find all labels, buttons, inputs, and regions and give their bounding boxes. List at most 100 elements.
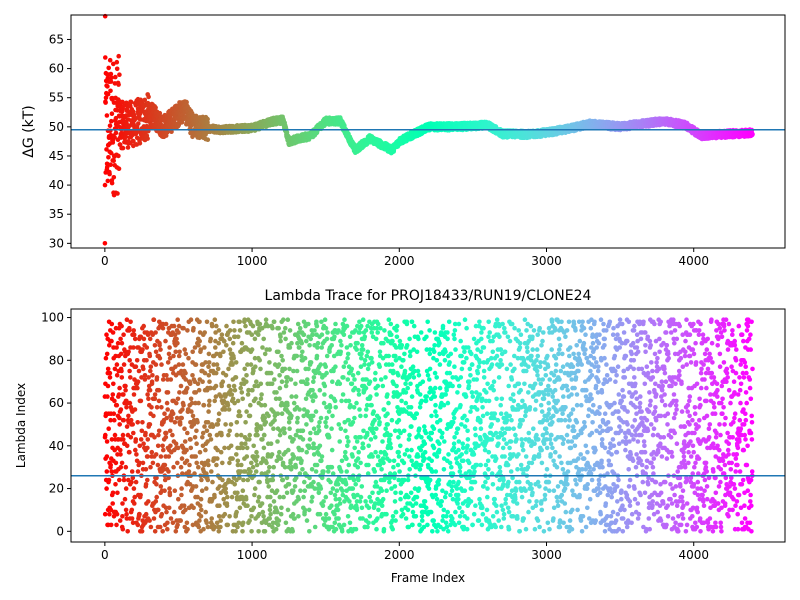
lambda-point: [156, 387, 162, 393]
dg-x-tick-label: 3000: [531, 254, 562, 268]
lambda-point: [167, 428, 173, 434]
lambda-point: [149, 405, 154, 410]
lambda-point: [127, 358, 132, 363]
lambda-point: [143, 511, 149, 517]
lambda-points: [102, 317, 755, 534]
dg-y-tick-label: 55: [49, 91, 64, 105]
lambda-point: [110, 392, 116, 397]
lambda-point: [174, 336, 179, 342]
dg-point: [103, 100, 108, 105]
lambda-point: [117, 518, 123, 523]
lambda-point: [169, 415, 174, 421]
lambda-point: [121, 362, 127, 367]
lambda-point: [143, 482, 149, 487]
lambda-point: [124, 405, 129, 410]
dg-point: [116, 53, 121, 59]
lambda-point: [160, 325, 166, 331]
lambda-point: [150, 460, 156, 466]
lambda-point: [107, 343, 112, 348]
lambda-point: [185, 430, 190, 436]
lambda-point: [165, 520, 170, 526]
lambda-point: [177, 390, 182, 395]
lambda-point: [185, 526, 190, 532]
lambda-point: [176, 330, 181, 335]
dg-point: [109, 118, 114, 124]
dg-point: [111, 175, 117, 180]
lambda-point: [145, 454, 150, 459]
lambda-point: [145, 392, 150, 397]
dg-point: [114, 59, 120, 65]
lambda-point: [170, 432, 175, 438]
lambda-point: [135, 522, 141, 528]
lambda-point: [128, 435, 134, 440]
lambda-point: [133, 364, 139, 370]
lambda-point: [171, 323, 177, 329]
lambda-point: [104, 486, 109, 491]
lambda-point: [140, 347, 145, 352]
lambda-point: [147, 336, 153, 342]
lambda-point: [162, 462, 168, 468]
lambda-point: [114, 522, 119, 528]
lambda-point: [175, 460, 180, 466]
lambda-point: [114, 362, 120, 367]
lambda-point: [118, 336, 123, 342]
lambda-point: [135, 385, 140, 391]
lambda-point: [126, 413, 131, 419]
lambda-point: [166, 351, 172, 357]
dg-point: [128, 99, 134, 105]
lambda-point: [174, 400, 179, 406]
dg-point: [115, 191, 120, 196]
lambda-point: [131, 332, 137, 338]
lambda-point: [145, 477, 150, 483]
lambda-point: [118, 464, 124, 470]
lambda-point: [162, 488, 167, 494]
dg-point: [104, 113, 110, 118]
lambda-point: [160, 377, 166, 382]
lambda-point: [103, 355, 109, 361]
lambda-point: [152, 343, 158, 348]
lambda-point: [178, 383, 184, 389]
lambda-point: [132, 336, 138, 342]
dg-point: [108, 162, 113, 167]
lambda-point: [141, 441, 146, 447]
lambda-point: [131, 486, 137, 491]
lambda-point: [157, 524, 163, 530]
dg-x-ticks: 0 1000 2000 3000 4000: [101, 248, 709, 268]
lambda-point: [114, 373, 120, 378]
lambda-point: [141, 366, 146, 372]
lambda-point: [127, 400, 133, 406]
lambda-point: [153, 330, 158, 335]
dg-point: [145, 136, 150, 141]
lambda-point: [176, 353, 182, 359]
lambda-point: [158, 454, 164, 459]
lambda-point: [120, 526, 126, 532]
lambda-point: [104, 332, 109, 338]
lambda-point: [172, 509, 177, 515]
lambda-point: [181, 503, 187, 509]
lambda-point: [108, 522, 114, 528]
lambda-point: [118, 407, 124, 412]
lambda-point: [112, 432, 118, 438]
dg-point: [184, 99, 189, 105]
dg-point: [111, 61, 116, 67]
lambda-point: [110, 330, 116, 335]
dg-point: [116, 82, 121, 87]
lambda-point: [163, 430, 169, 436]
lambda-point: [165, 390, 171, 395]
lambda-point: [175, 317, 180, 323]
dg-point: [133, 115, 138, 121]
lambda-panel: Lambda Trace for PROJ18433/RUN19/CLONE24…: [14, 288, 786, 585]
lambda-point: [127, 449, 132, 455]
lambda-point: [123, 464, 129, 470]
dg-point: [116, 166, 122, 171]
lambda-point: [163, 321, 169, 327]
lambda-point: [124, 443, 130, 449]
lambda-point: [104, 454, 110, 459]
lambda-point: [119, 460, 125, 466]
lambda-point: [128, 319, 133, 325]
lambda-point: [147, 518, 152, 523]
dg-point: [108, 88, 113, 94]
dg-point: [142, 97, 148, 103]
dg-point: [107, 57, 113, 63]
lambda-point: [177, 349, 182, 355]
